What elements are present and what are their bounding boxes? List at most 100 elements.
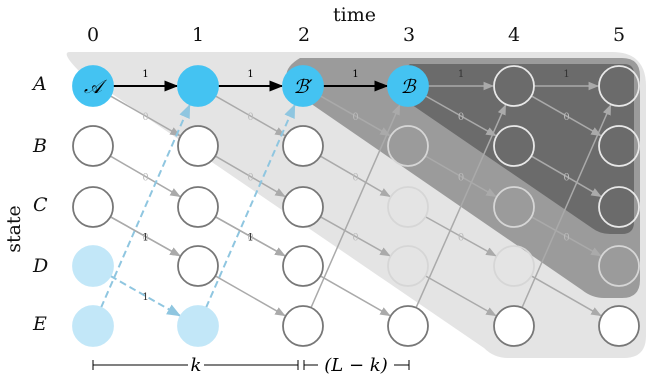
edge-weight-B3-C4: 0 (458, 173, 464, 184)
node-A1 (177, 65, 219, 107)
edge-D0-E1 (109, 275, 181, 317)
edge-weight-B2-C3: 0 (352, 173, 358, 184)
edge-weight-A0-B1: 0 (142, 112, 148, 123)
node-D0 (72, 245, 114, 287)
state-tick-B: B (33, 135, 47, 157)
state-axis-title: state (2, 205, 25, 253)
time-tick-5: 5 (613, 24, 626, 46)
node-A3 (387, 65, 429, 107)
node-A2 (282, 65, 324, 107)
edge-weight-C2-D3: 0 (352, 233, 358, 244)
edge-C3-D4 (425, 216, 497, 257)
node-E4 (493, 305, 535, 347)
edge-E3-A4 (415, 104, 507, 309)
node-E1 (177, 305, 219, 347)
time-tick-3: 3 (403, 24, 416, 46)
node-A5 (598, 65, 640, 107)
node-C3 (387, 186, 429, 228)
node-A0 (72, 65, 114, 107)
node-D5 (598, 245, 640, 287)
node-C2 (282, 186, 324, 228)
time-tick-1: 1 (192, 24, 205, 46)
edge-A3-B4 (425, 95, 497, 137)
edge-weight-C0-D1: 0 (142, 233, 148, 244)
k-bracket (92, 360, 299, 370)
edge-A4-B5 (530, 95, 602, 137)
node-D2 (282, 245, 324, 287)
time-tick-2: 2 (298, 24, 311, 46)
edge-weight-A1-B2: 0 (247, 112, 253, 123)
edge-weight-D0-E1: 1 (142, 292, 148, 303)
edge-weight-B0-C1: 0 (142, 173, 148, 184)
node-label-A2: ℬ′ (293, 76, 313, 98)
edge-weight-C1-D2: 0 (247, 233, 253, 244)
state-tick-C: C (33, 194, 48, 216)
node-B0 (72, 125, 114, 167)
node-B5 (598, 125, 640, 167)
edge-weight-C1-D2: 1 (247, 233, 253, 244)
node-D1 (177, 245, 219, 287)
edge-weight-C0-D1: 1 (142, 233, 148, 244)
edge-weight-A0-A1: 1 (142, 69, 148, 80)
node-E5 (598, 305, 640, 347)
edge-D3-E4 (425, 275, 497, 317)
edge-weight-B4-C5: 0 (563, 173, 569, 184)
edge-A1-B2 (214, 95, 286, 137)
k-label: k (191, 355, 202, 376)
edge-weight-A1-A2: 1 (247, 69, 253, 80)
edge-weight-A3-A4: 1 (458, 69, 464, 80)
edge-B1-C2 (214, 155, 286, 198)
edge-weight-A4-A5: 1 (563, 69, 569, 80)
node-B3 (387, 125, 429, 167)
l-minus-k-bracket (303, 360, 410, 370)
edge-D2-E3 (319, 275, 391, 317)
edge-C1-D2 (215, 216, 286, 257)
edge-weight-A2-A3: 1 (352, 69, 358, 80)
edge-weight-C4-D5: 0 (563, 233, 569, 244)
node-E2 (282, 305, 324, 347)
node-C1 (177, 186, 219, 228)
edge-weight-A3-B4: 0 (458, 112, 464, 123)
edge-A2-B3 (319, 95, 391, 137)
state-tick-A: A (33, 73, 47, 95)
node-B4 (493, 125, 535, 167)
edge-B2-C3 (319, 155, 391, 198)
node-D3 (387, 245, 429, 287)
node-C4 (493, 186, 535, 228)
edge-weight-C3-D4: 0 (458, 233, 464, 244)
edge-weight-B1-C2: 0 (247, 173, 253, 184)
time-axis-title: time (333, 4, 376, 26)
edge-weight-A4-B5: 0 (563, 112, 569, 123)
edge-D4-E5 (530, 275, 602, 317)
reachable-region-dark (395, 64, 634, 234)
edge-C0-D1 (110, 216, 181, 257)
edge-B4-C5 (530, 155, 602, 198)
node-A4 (493, 65, 535, 107)
state-tick-E: E (33, 313, 47, 335)
node-E3 (387, 305, 429, 347)
node-B1 (177, 125, 219, 167)
edge-A0-B1 (109, 95, 181, 137)
edge-weight-A2-B3: 0 (352, 112, 358, 123)
time-tick-4: 4 (508, 24, 521, 46)
edge-B3-C4 (424, 155, 497, 198)
l-minus-k-label: (L − k) (324, 355, 387, 376)
time-tick-0: 0 (87, 24, 100, 46)
edge-D1-E2 (214, 275, 286, 317)
edge-B0-C1 (109, 155, 181, 198)
node-label-A3: ℬ (401, 76, 418, 98)
node-C0 (72, 186, 114, 228)
node-D4 (493, 245, 535, 287)
edge-C2-D3 (320, 216, 391, 257)
edge-E1-A2 (205, 103, 296, 309)
edge-E2-A3 (310, 104, 401, 308)
edge-E4-A5 (521, 104, 612, 308)
node-B2 (282, 125, 324, 167)
edge-C4-D5 (531, 216, 602, 257)
node-E0 (72, 305, 114, 347)
edge-E0-A1 (100, 103, 191, 309)
state-tick-D: D (33, 255, 49, 277)
node-C5 (598, 186, 640, 228)
